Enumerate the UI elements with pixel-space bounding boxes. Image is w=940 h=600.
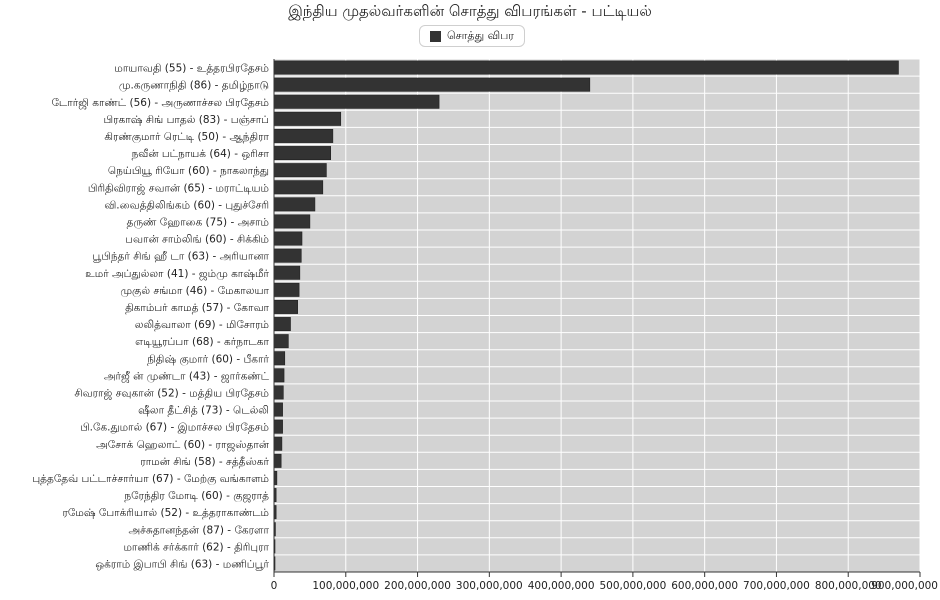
x-tick-label: 200,000,000 (384, 580, 451, 592)
category-label: நரேந்திர மோடி (60) - குஜராத் (124, 490, 269, 504)
bar (273, 265, 301, 280)
legend: சொத்து விபர (419, 25, 525, 47)
bar (273, 111, 342, 126)
bar (273, 282, 300, 297)
x-tick-label: 900,000,000 (871, 580, 938, 592)
bar (273, 351, 286, 366)
x-tick-label: 500,000,000 (599, 580, 666, 592)
bar (273, 299, 298, 314)
bar (273, 231, 303, 246)
category-label: பி.கே.துமால் (67) - இமாச்சல பிரதேசம் (80, 422, 269, 434)
x-tick-label: 300,000,000 (456, 580, 523, 592)
category-label: பிரிதிவிராஜ் சவான் (65) - மராட்டியம் (88, 182, 270, 194)
category-label: கிரண்குமார் ரெட்டி (50) - ஆந்திரா (104, 131, 269, 145)
category-label: ஷீலா தீட்சித் (73) - டெல்லி (138, 405, 269, 417)
category-label: நிதிஷ் குமார் (60) - பீகார் (147, 353, 269, 367)
category-label: வி.வைத்திலிங்கம் (60) - புதுச்சேரி (104, 199, 269, 211)
legend-label: சொத்து விபர (447, 28, 514, 42)
x-tick-label: 700,000,000 (743, 580, 810, 592)
x-tick-label: 600,000,000 (671, 580, 738, 592)
category-label: மு.கருணாநிதி (86) - தமிழ்நாடு (119, 80, 269, 92)
category-label: பிரகாஷ் சிங் பாதல் (83) - பஞ்சாப் (104, 114, 270, 126)
category-label: திகாம்பர் காமத் (57) - கோவா (125, 302, 269, 314)
bar (273, 368, 285, 383)
bar (273, 197, 316, 212)
category-label: எடியூரப்பா (68) - கர்நாடகா (135, 336, 269, 348)
bar (273, 146, 332, 161)
x-tick-label: 400,000,000 (528, 580, 595, 592)
category-label: நவீன் பட்நாயக் (64) - ஒரிசா (132, 148, 270, 160)
category-label: பவான் சாம்லிங் (60) - சிக்கிம் (125, 234, 269, 246)
category-label: டோர்ஜி காண்ட் (56) - அருணாச்சல பிரதேசம் (51, 97, 269, 110)
bar (273, 77, 591, 92)
category-label: லலித்வாலா (69) - மிசோரம் (135, 319, 270, 331)
category-label: மாணிக் சர்க்கார் (62) - திரிபுரா (123, 541, 269, 553)
category-label: அச்சுதானந்தன் (87) - கேரளா (128, 524, 269, 536)
category-label: அசோக் ஹெலாட் (60) - ராஜஸ்தான் (96, 439, 270, 452)
category-label: பூபிந்தர் சிங் ஹீ டா (63) - அரியானா (92, 251, 269, 263)
category-label: சிவராஜ் சவுகான் (52) - மத்திய பிரதேசம் (74, 387, 269, 399)
bar (273, 248, 302, 263)
category-label: முகுல் சங்மா (46) - மேகாலயா (120, 285, 269, 299)
bar (273, 214, 311, 229)
category-label: ரமேஷ் போக்ரியால் (52) - உத்தராகாண்டம் (63, 507, 270, 519)
bar (273, 419, 283, 434)
bar (273, 453, 282, 468)
bar (273, 180, 324, 195)
bar (273, 402, 283, 417)
category-label: அர்ஜீ ன் முண்டா (43) - ஜார்கண்ட் (104, 370, 270, 383)
bar (273, 436, 283, 451)
bar (273, 163, 327, 178)
x-tick-label: 100,000,000 (312, 580, 379, 592)
bar (273, 334, 289, 349)
bar (273, 60, 899, 75)
x-tick-label: 0 (271, 580, 278, 592)
category-label: மாயாவதி (55) - உத்தரபிரதேசம் (114, 63, 269, 75)
category-label: ஒக்ராம் இபாபி சிங் (63) - மணிப்பூர் (95, 558, 269, 570)
category-label: உமர் அப்துல்லா (41) - ஜம்மு காஷ்மீர் (85, 268, 269, 281)
chart-title: இந்திய முதல்வர்களின் சொத்து விபரங்கள் - … (288, 2, 652, 20)
category-label: தருண் ஹோகை (75) - அசாம் (126, 216, 269, 228)
category-label: நெய்பியூ ரியோ (60) - நாகலாந்து (108, 165, 269, 177)
bar (273, 94, 440, 109)
bar (273, 128, 334, 143)
bar (273, 385, 284, 400)
bar (273, 317, 291, 332)
category-label: புத்ததேவ் பட்டாச்சார்யா (67) - மேற்கு வங… (32, 473, 269, 487)
legend-swatch (430, 30, 441, 42)
category-label: ராமன் சிங் (58) - சத்தீஸ்கர் (140, 456, 269, 468)
x-tick-label: 800,000,000 (815, 580, 882, 592)
